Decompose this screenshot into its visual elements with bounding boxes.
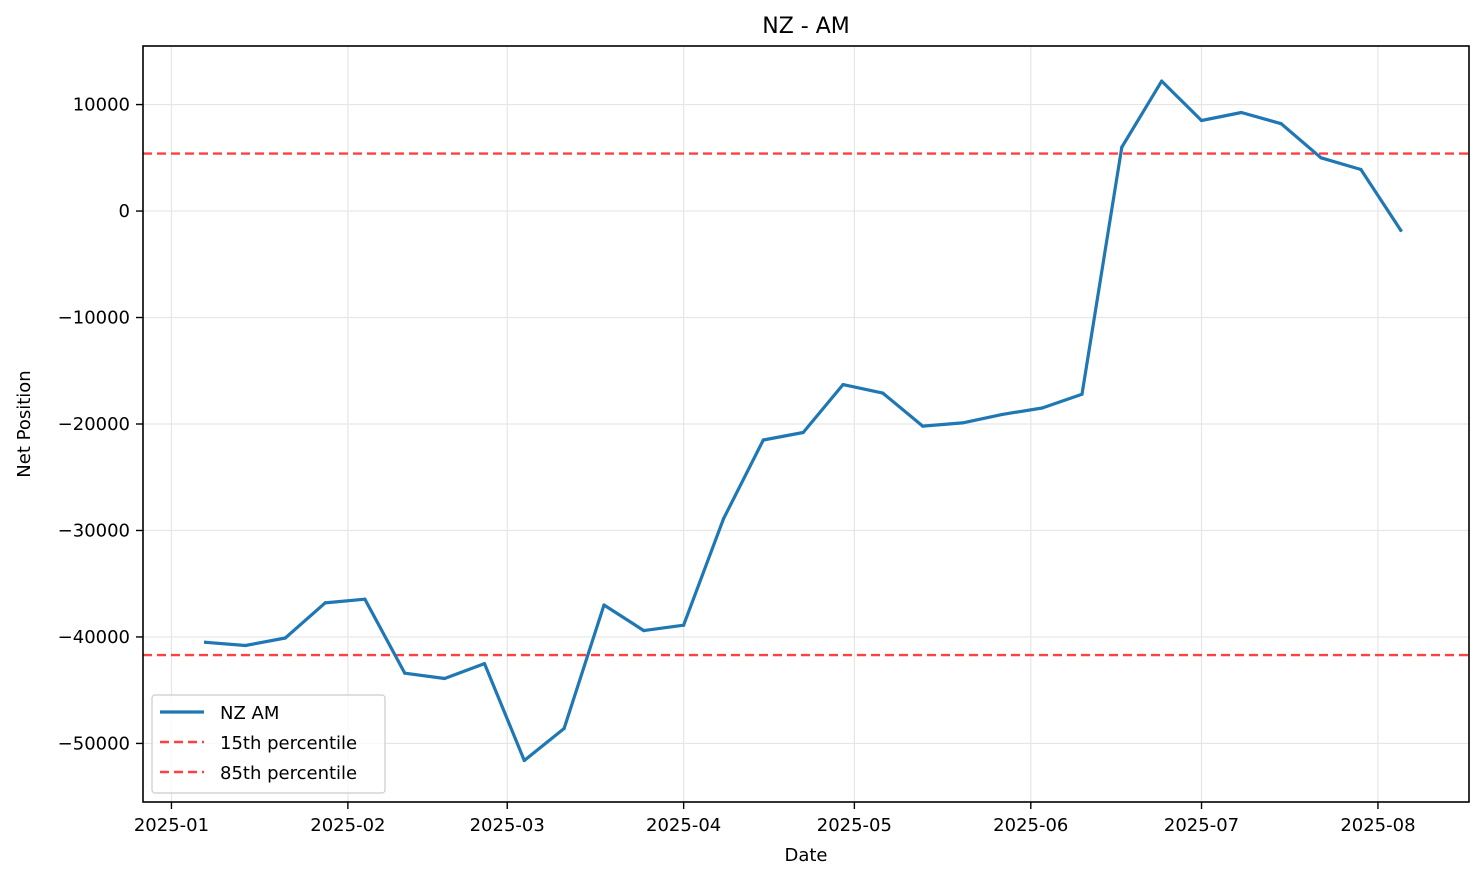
x-tick-label: 2025-04 — [646, 815, 721, 836]
data-point — [403, 671, 407, 675]
data-point — [1279, 122, 1283, 126]
data-point — [243, 643, 248, 648]
legend-label: NZ AM — [220, 703, 279, 724]
legend-box — [151, 694, 386, 794]
data-point — [1160, 79, 1164, 83]
y-axis-ticks: −50000 −40000 −30000 −20000 −10000 0 10000 — [58, 95, 143, 754]
x-tick-label: 2025-06 — [993, 815, 1068, 836]
x-tick-label: 2025-07 — [1164, 815, 1239, 836]
data-point — [1239, 110, 1243, 115]
legend-label: 15th percentile — [220, 733, 357, 754]
data-point — [682, 623, 686, 627]
y-axis-title: Net Position — [14, 370, 35, 477]
y-tick-label: 10000 — [73, 95, 130, 116]
data-point — [482, 661, 487, 666]
data-point — [522, 758, 526, 763]
x-tick-label: 2025-05 — [817, 815, 892, 836]
data-point — [960, 421, 965, 425]
data-point — [642, 628, 646, 633]
data-point — [1080, 392, 1084, 396]
data-point — [323, 601, 327, 605]
data-point — [1359, 167, 1363, 172]
x-tick-label: 2025-03 — [470, 815, 545, 836]
data-point — [921, 424, 925, 428]
data-point — [1000, 412, 1004, 417]
data-point — [1399, 228, 1403, 232]
data-point — [721, 517, 726, 521]
x-axis-ticks: 2025-01 2025-02 2025-03 2025-04 2025-05 2025-… — [134, 802, 1416, 836]
data-point — [801, 430, 805, 435]
y-tick-label: −50000 — [58, 733, 130, 754]
data-point — [1040, 406, 1044, 410]
data-point — [363, 597, 367, 601]
data-point — [761, 438, 765, 442]
y-tick-label: −10000 — [58, 308, 130, 329]
x-tick-label: 2025-08 — [1340, 815, 1415, 836]
legend-label: 85th percentile — [220, 763, 357, 784]
legend: NZ AM 15th percentile 85th percentile — [151, 694, 386, 794]
y-tick-label: −20000 — [58, 414, 130, 435]
series-layer — [203, 79, 1403, 763]
data-point — [881, 391, 885, 395]
x-tick-label: 2025-02 — [310, 815, 385, 836]
x-axis-title: Date — [784, 845, 827, 866]
y-tick-label: −30000 — [58, 520, 130, 541]
y-tick-label: −40000 — [58, 627, 130, 648]
data-point — [443, 676, 447, 681]
chart-title: NZ - AM — [762, 14, 849, 39]
data-point — [1199, 118, 1204, 123]
data-point — [1120, 145, 1124, 149]
data-point — [1319, 156, 1323, 160]
data-point — [283, 636, 287, 640]
y-tick-label: 0 — [119, 201, 130, 222]
reference-lines — [143, 152, 1469, 657]
data-point — [204, 640, 208, 644]
data-point — [841, 383, 845, 387]
x-tick-label: 2025-01 — [134, 815, 209, 836]
data-point — [602, 603, 606, 607]
data-point — [562, 726, 566, 731]
